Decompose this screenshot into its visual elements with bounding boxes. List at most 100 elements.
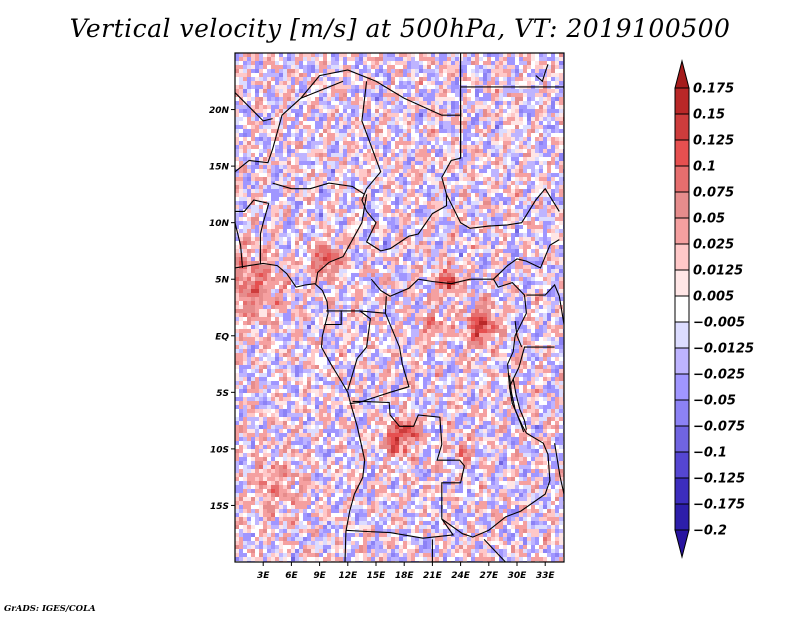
field-cell bbox=[399, 241, 403, 245]
field-cell bbox=[319, 209, 323, 213]
field-cell bbox=[391, 269, 395, 273]
field-cell bbox=[259, 281, 263, 285]
field-cell bbox=[311, 213, 315, 217]
field-cell bbox=[375, 105, 379, 109]
field-cell bbox=[351, 325, 355, 329]
field-cell bbox=[419, 285, 423, 289]
field-cell bbox=[271, 73, 275, 77]
field-cell bbox=[379, 57, 383, 61]
field-cell bbox=[395, 213, 399, 217]
field-cell bbox=[259, 77, 263, 81]
field-cell bbox=[299, 93, 303, 97]
field-cell bbox=[371, 145, 375, 149]
field-cell bbox=[555, 273, 559, 277]
field-cell bbox=[303, 241, 307, 245]
field-cell bbox=[371, 309, 375, 313]
field-cell bbox=[367, 129, 371, 133]
field-cell bbox=[439, 177, 443, 181]
field-cell bbox=[551, 221, 555, 225]
field-cell bbox=[287, 157, 291, 161]
field-cell bbox=[283, 137, 287, 141]
field-cell bbox=[239, 229, 243, 233]
field-cell bbox=[447, 165, 451, 169]
field-cell bbox=[463, 125, 467, 129]
field-cell bbox=[495, 69, 499, 73]
field-cell bbox=[387, 265, 391, 269]
field-cell bbox=[367, 265, 371, 269]
field-cell bbox=[539, 185, 543, 189]
field-cell bbox=[383, 297, 387, 301]
field-cell bbox=[347, 65, 351, 69]
field-cell bbox=[451, 213, 455, 217]
field-cell bbox=[443, 69, 447, 73]
field-cell bbox=[263, 261, 267, 265]
field-cell bbox=[503, 277, 507, 281]
field-cell bbox=[487, 137, 491, 141]
field-cell bbox=[443, 269, 447, 273]
field-cell bbox=[491, 225, 495, 229]
field-cell bbox=[291, 193, 295, 197]
field-cell bbox=[275, 145, 279, 149]
field-cell bbox=[395, 241, 399, 245]
field-cell bbox=[359, 245, 363, 249]
field-cell bbox=[327, 305, 331, 309]
field-cell bbox=[403, 69, 407, 73]
field-cell bbox=[275, 245, 279, 249]
field-cell bbox=[407, 145, 411, 149]
field-cell bbox=[423, 305, 427, 309]
field-cell bbox=[471, 153, 475, 157]
field-cell bbox=[239, 241, 243, 245]
field-cell bbox=[387, 277, 391, 281]
field-cell bbox=[259, 277, 263, 281]
field-cell bbox=[447, 125, 451, 129]
field-cell bbox=[363, 277, 367, 281]
field-cell bbox=[239, 277, 243, 281]
field-cell bbox=[539, 273, 543, 277]
field-cell bbox=[499, 289, 503, 293]
field-cell bbox=[443, 141, 447, 145]
field-cell bbox=[475, 193, 479, 197]
field-cell bbox=[319, 237, 323, 241]
field-cell bbox=[551, 301, 555, 305]
field-cell bbox=[551, 225, 555, 229]
field-cell bbox=[439, 293, 443, 297]
field-cell bbox=[259, 121, 263, 125]
field-cell bbox=[323, 65, 327, 69]
field-cell bbox=[339, 241, 343, 245]
field-cell bbox=[499, 201, 503, 205]
field-cell bbox=[279, 165, 283, 169]
field-cell bbox=[235, 53, 239, 57]
field-cell bbox=[379, 233, 383, 237]
field-cell bbox=[391, 229, 395, 233]
field-cell bbox=[539, 289, 543, 293]
field-cell bbox=[275, 85, 279, 89]
field-cell bbox=[319, 161, 323, 165]
field-cell bbox=[279, 257, 283, 261]
field-cell bbox=[247, 141, 251, 145]
field-cell bbox=[287, 161, 291, 165]
field-cell bbox=[535, 101, 539, 105]
field-cell bbox=[391, 125, 395, 129]
field-cell bbox=[359, 137, 363, 141]
field-cell bbox=[323, 85, 327, 89]
field-cell bbox=[339, 137, 343, 141]
field-cell bbox=[379, 229, 383, 233]
field-cell bbox=[303, 173, 307, 177]
field-cell bbox=[551, 57, 555, 61]
field-cell bbox=[347, 73, 351, 77]
field-cell bbox=[295, 93, 299, 97]
field-cell bbox=[299, 201, 303, 205]
field-cell bbox=[295, 57, 299, 61]
field-cell bbox=[531, 225, 535, 229]
field-cell bbox=[335, 129, 339, 133]
field-cell bbox=[427, 165, 431, 169]
field-cell bbox=[387, 185, 391, 189]
field-cell bbox=[407, 77, 411, 81]
field-cell bbox=[395, 157, 399, 161]
field-cell bbox=[543, 93, 547, 97]
field-cell bbox=[431, 177, 435, 181]
field-cell bbox=[331, 305, 335, 309]
field-cell bbox=[279, 93, 283, 97]
field-cell bbox=[319, 181, 323, 185]
field-cell bbox=[243, 125, 247, 129]
